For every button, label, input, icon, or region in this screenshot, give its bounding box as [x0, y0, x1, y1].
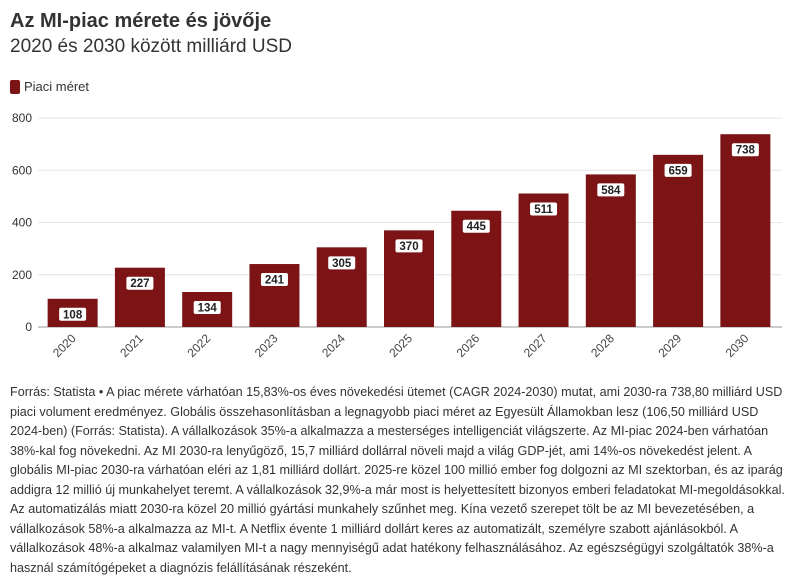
- data-label: 108: [63, 309, 83, 321]
- x-tick-label: 2021: [117, 331, 146, 360]
- bar: [653, 154, 704, 327]
- data-label: 227: [130, 278, 149, 290]
- legend-label: Piaci méret: [24, 79, 90, 94]
- data-label: 584: [601, 185, 621, 197]
- data-label-bg: [328, 256, 356, 270]
- chart-title: Az MI-piac mérete és jövője: [10, 10, 272, 32]
- bar: [720, 134, 771, 327]
- source-note: Forrás: Statista • A piac mérete várható…: [10, 385, 785, 575]
- y-tick-label: 0: [25, 320, 32, 334]
- data-label: 134: [198, 302, 218, 314]
- data-label: 738: [736, 145, 756, 157]
- x-tick-label: 2029: [655, 331, 684, 360]
- bar: [518, 193, 569, 327]
- data-label: 305: [332, 258, 352, 270]
- y-tick-label: 400: [12, 216, 32, 230]
- x-tick-label: 2027: [521, 331, 550, 360]
- y-tick-label: 600: [12, 163, 32, 177]
- data-label-bg: [664, 163, 692, 177]
- y-tick-label: 800: [12, 111, 32, 125]
- x-tick-label: 2020: [50, 331, 79, 360]
- x-tick-label: 2030: [723, 331, 752, 360]
- data-label-bg: [731, 143, 759, 157]
- x-tick-label: 2024: [319, 331, 348, 360]
- data-label: 659: [668, 165, 687, 177]
- chart-subtitle: 2020 és 2030 között milliárd USD: [10, 36, 292, 57]
- data-label-bg: [462, 219, 490, 233]
- legend-swatch: [10, 79, 20, 94]
- x-tick-label: 2022: [185, 331, 214, 360]
- data-label-bg: [597, 183, 625, 197]
- data-label-bg: [193, 300, 221, 314]
- x-tick-label: 2026: [454, 331, 483, 360]
- data-label: 511: [534, 204, 553, 216]
- bar: [114, 267, 165, 327]
- data-label-bg: [260, 273, 288, 287]
- legend: Piaci méret: [10, 79, 89, 94]
- x-tick-label: 2023: [252, 331, 281, 360]
- data-label: 445: [467, 221, 487, 233]
- x-tick-label: 2028: [588, 331, 617, 360]
- bar-chart: 0 200 400 600 800 108 2020 227 2021 134 2022 241 202…: [12, 111, 782, 360]
- data-label-bg: [395, 239, 423, 253]
- data-label-bg: [530, 202, 558, 216]
- x-tick-label: 2025: [386, 331, 415, 360]
- data-label: 370: [399, 241, 418, 253]
- y-tick-label: 200: [12, 268, 32, 282]
- data-label: 241: [265, 275, 285, 287]
- data-label-bg: [59, 307, 87, 321]
- data-label-bg: [126, 276, 154, 290]
- bar: [585, 174, 636, 327]
